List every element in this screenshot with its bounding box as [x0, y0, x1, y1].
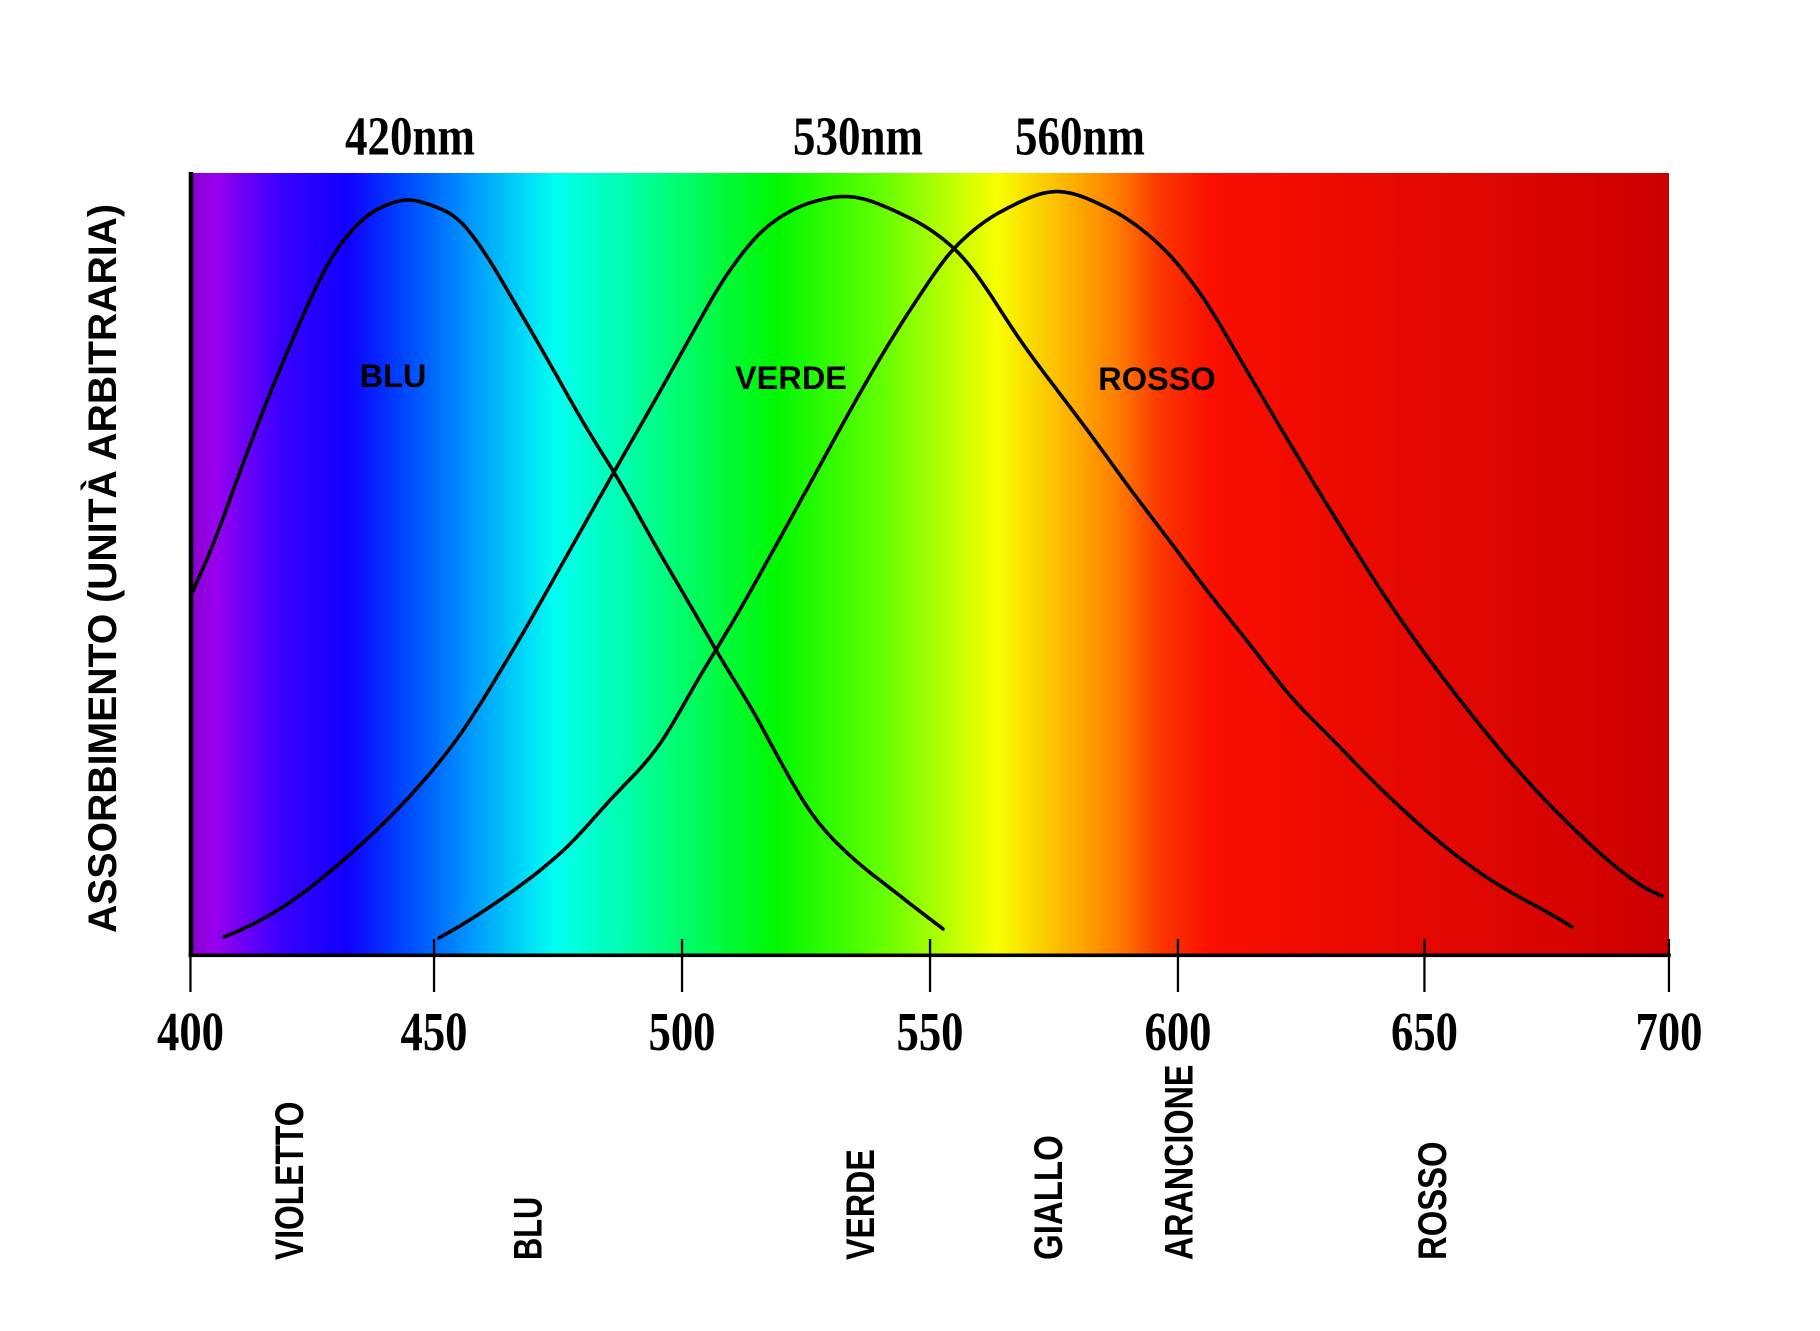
svg-text:400: 400: [157, 1002, 224, 1063]
svg-text:ROSSO: ROSSO: [1411, 1141, 1455, 1260]
svg-text:500: 500: [649, 1002, 716, 1063]
svg-text:VIOLETTO: VIOLETTO: [268, 1102, 312, 1261]
svg-text:600: 600: [1145, 1002, 1212, 1063]
svg-text:550: 550: [897, 1002, 964, 1063]
svg-text:530nm: 530nm: [793, 107, 923, 168]
svg-text:450: 450: [401, 1002, 468, 1063]
svg-text:VERDE: VERDE: [735, 360, 847, 396]
svg-text:700: 700: [1636, 1002, 1703, 1063]
svg-text:BLU: BLU: [360, 358, 427, 394]
svg-text:650: 650: [1391, 1002, 1458, 1063]
svg-text:GIALLO: GIALLO: [1027, 1135, 1071, 1260]
svg-text:BLU: BLU: [507, 1197, 551, 1260]
svg-text:ROSSO: ROSSO: [1098, 361, 1215, 397]
svg-text:560nm: 560nm: [1015, 107, 1145, 168]
svg-text:VERDE: VERDE: [839, 1149, 883, 1260]
svg-text:ASSORBIMENTO (UNITÀ ARBITRARIA: ASSORBIMENTO (UNITÀ ARBITRARIA): [81, 204, 125, 933]
svg-text:ARANCIONE: ARANCIONE: [1158, 1065, 1202, 1260]
svg-text:420nm: 420nm: [345, 107, 475, 168]
